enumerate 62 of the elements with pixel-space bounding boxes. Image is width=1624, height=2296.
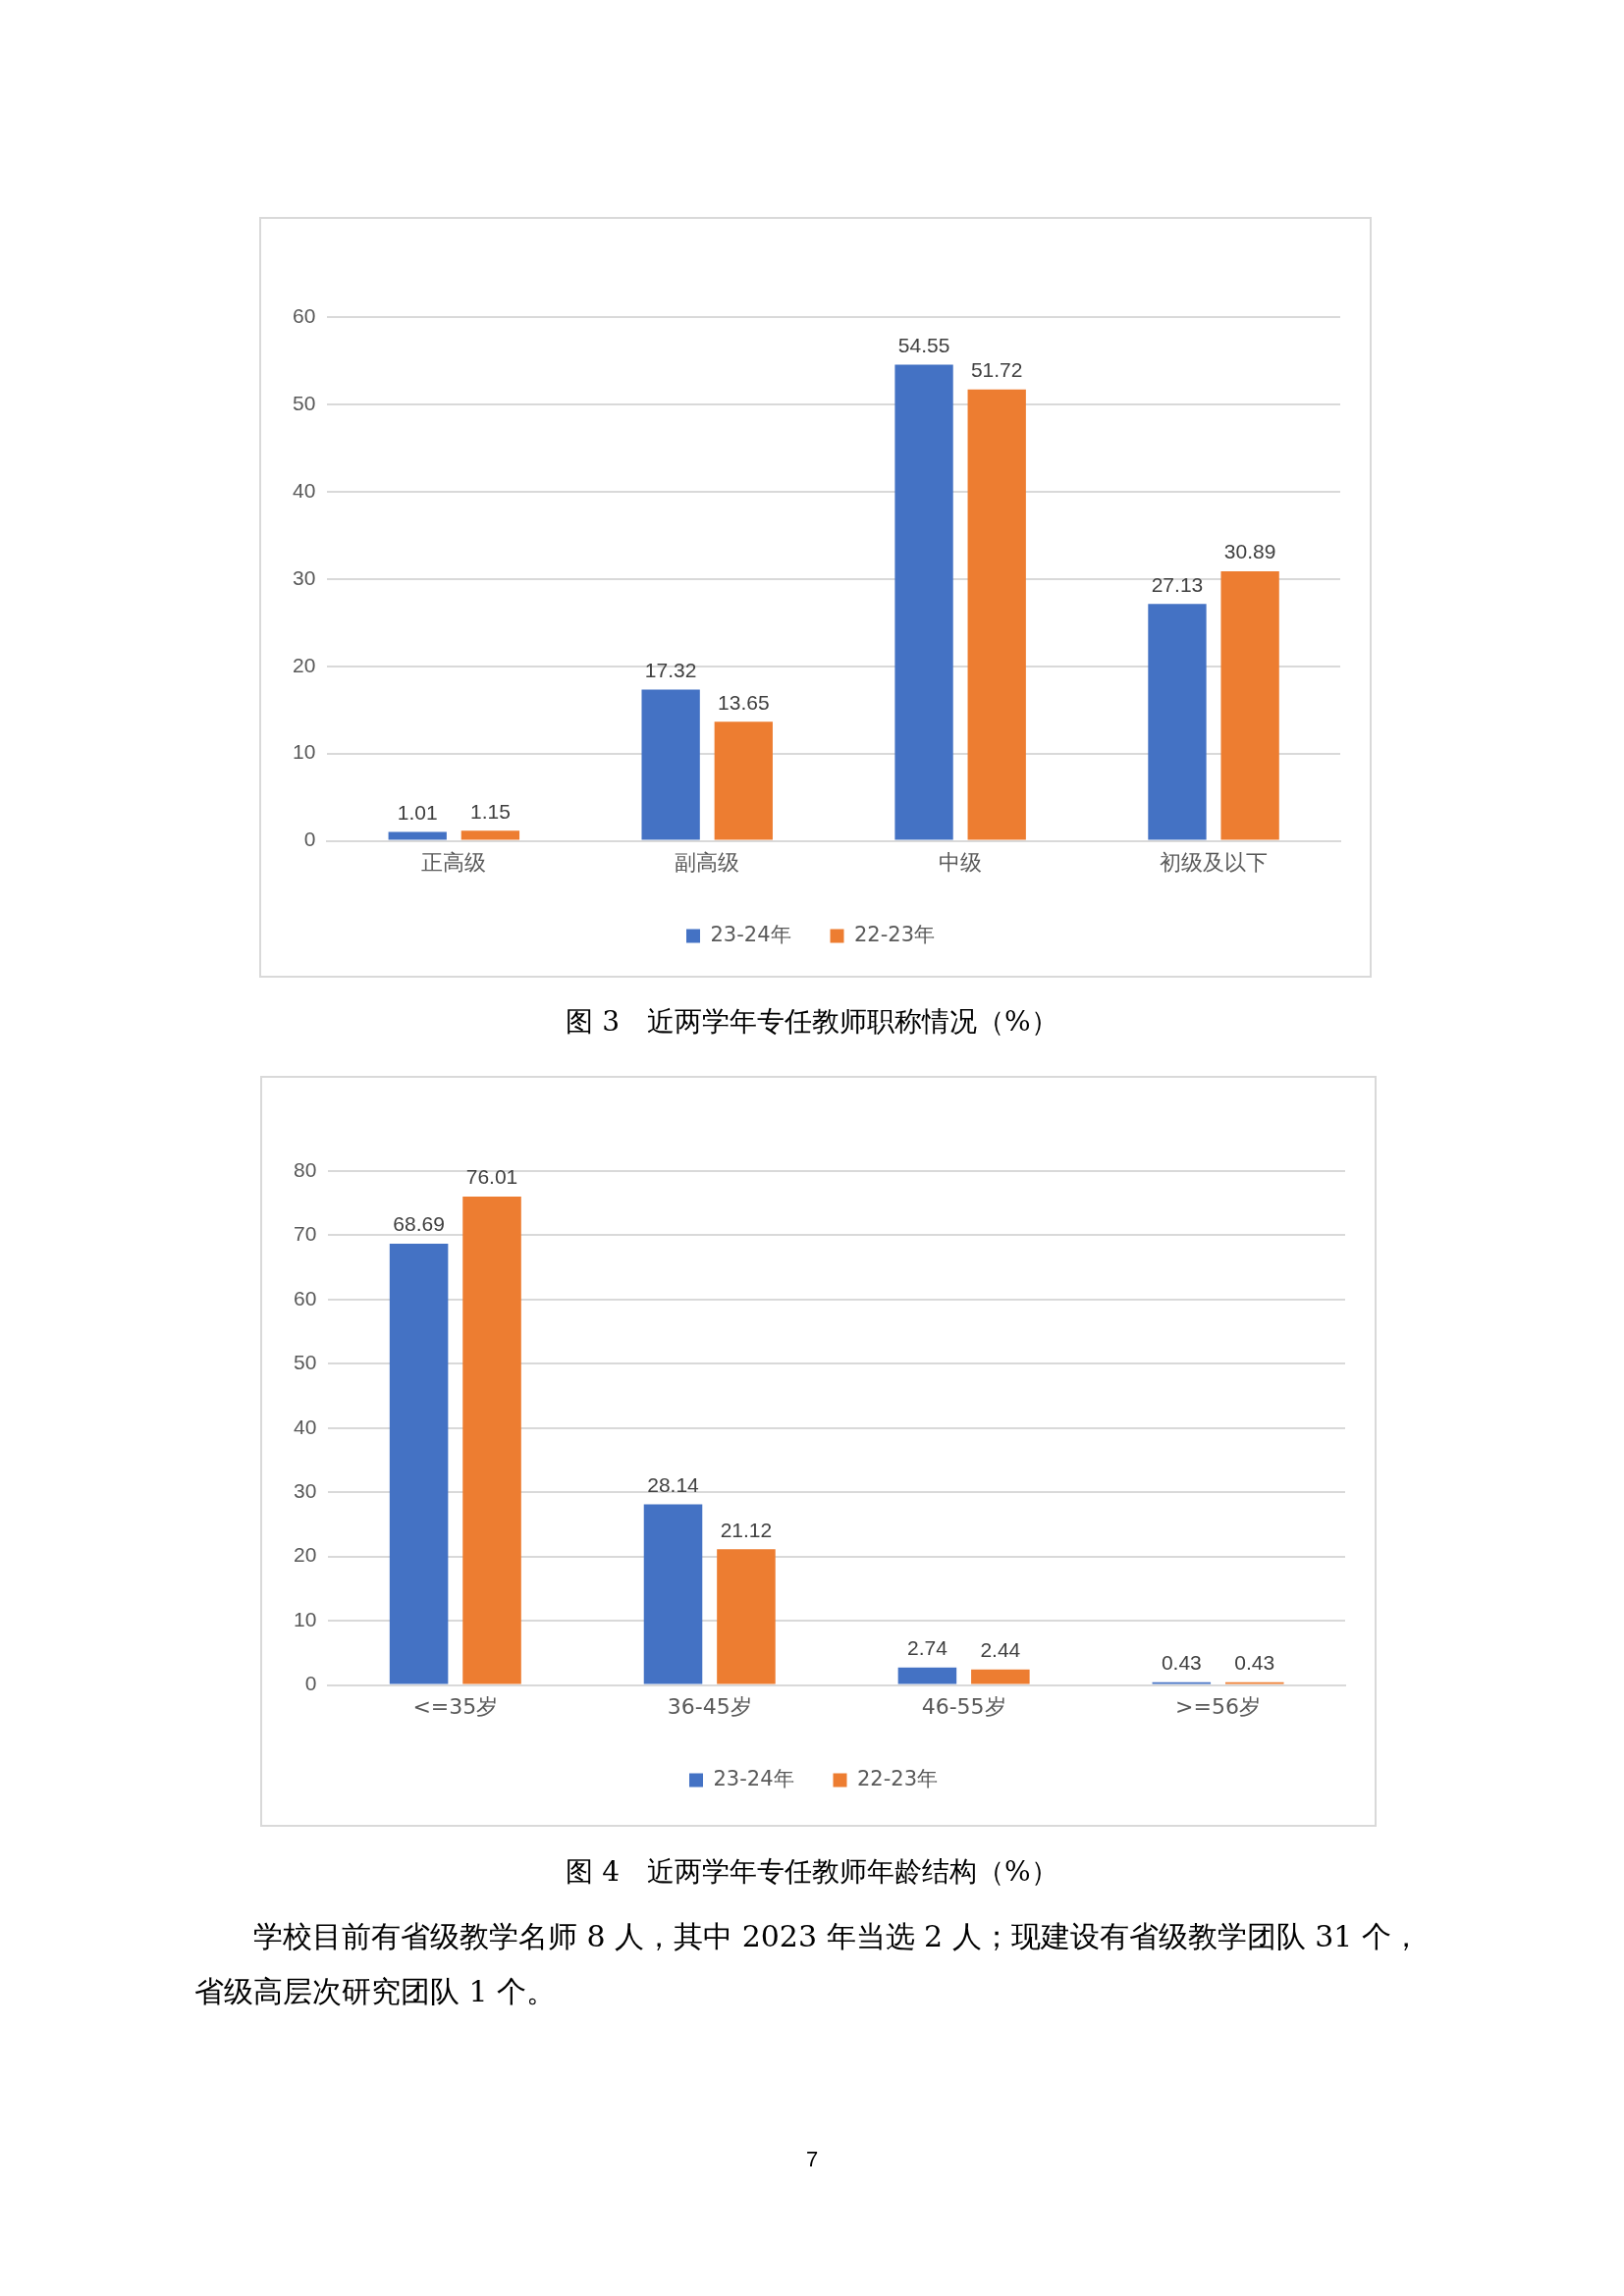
y-tick-label: 20: [293, 653, 316, 676]
x-tick-label: 副高级: [675, 849, 740, 875]
bar: [897, 1667, 957, 1684]
bar: [462, 1197, 521, 1684]
x-tick-label: 中级: [939, 849, 983, 875]
x-tick-label: <=35岁: [412, 1693, 499, 1719]
y-tick-label: 50: [294, 1351, 317, 1374]
x-tick-label: 46-55岁: [921, 1693, 1006, 1719]
data-label: 68.69: [393, 1212, 445, 1236]
text: 7: [804, 2146, 820, 2173]
data-label: 21.12: [720, 1518, 773, 1541]
data-label: 54.55: [897, 333, 950, 356]
data-label: 0.43: [1161, 1651, 1202, 1675]
y-tick-label: 30: [294, 1479, 317, 1503]
bar: [967, 389, 1026, 840]
y-tick-label: 20: [294, 1543, 317, 1567]
data-label: 2.44: [980, 1637, 1021, 1661]
x-tick-label: 正高级: [421, 849, 487, 875]
text: 学校目前有省级教学名师 8 人，其中 2023 年当选 2 人；现建设有省级教学团队 31 个，省级高层次研究团队 1 个。: [194, 1918, 1422, 2010]
y-tick-label: 40: [293, 478, 316, 502]
text: 图 4 近两学年专任教师年龄结构（%）: [565, 1854, 1059, 1890]
bar: [1220, 570, 1279, 840]
data-label: 30.89: [1223, 540, 1276, 563]
legend-label: 22-23年: [854, 922, 936, 946]
bar: [388, 831, 447, 840]
data-label: 76.01: [465, 1165, 518, 1189]
x-tick-label: >=56岁: [1175, 1693, 1261, 1719]
y-tick-label: 50: [293, 391, 316, 414]
y-tick-label: 0: [303, 828, 316, 851]
data-label: 51.72: [970, 357, 1023, 381]
data-label: 27.13: [1151, 572, 1204, 596]
bar: [641, 689, 700, 840]
bar: [894, 364, 953, 840]
y-tick-label: 30: [293, 565, 316, 589]
y-tick-label: 0: [304, 1672, 317, 1695]
y-tick-label: 60: [293, 303, 316, 327]
y-tick-label: 70: [294, 1222, 317, 1246]
y-tick-label: 60: [294, 1286, 317, 1309]
legend-label: 23-24年: [710, 922, 791, 946]
bar: [643, 1504, 703, 1684]
y-tick-label: 80: [294, 1157, 317, 1181]
data-label: 1.01: [397, 800, 438, 824]
y-tick-label: 40: [294, 1415, 317, 1438]
y-tick-label: 10: [294, 1607, 317, 1630]
x-tick-label: 初级及以下: [1160, 849, 1269, 875]
legend-label: 23-24年: [713, 1766, 794, 1790]
y-tick-label: 10: [293, 740, 316, 764]
text: 图 3 近两学年专任教师职称情况（%）: [565, 1004, 1059, 1040]
data-label: 2.74: [906, 1635, 948, 1659]
data-label: 0.43: [1234, 1651, 1275, 1675]
data-label: 13.65: [718, 690, 770, 714]
data-label: 1.15: [469, 799, 511, 823]
bar: [1148, 604, 1207, 840]
data-label: 28.14: [647, 1472, 700, 1496]
bar: [389, 1244, 449, 1684]
data-label: 17.32: [644, 658, 697, 681]
bar: [714, 721, 773, 840]
x-tick-label: 36-45岁: [667, 1693, 752, 1719]
legend-label: 22-23年: [857, 1766, 939, 1790]
bar: [971, 1669, 1030, 1684]
bar: [717, 1549, 776, 1684]
bar: [460, 830, 520, 840]
